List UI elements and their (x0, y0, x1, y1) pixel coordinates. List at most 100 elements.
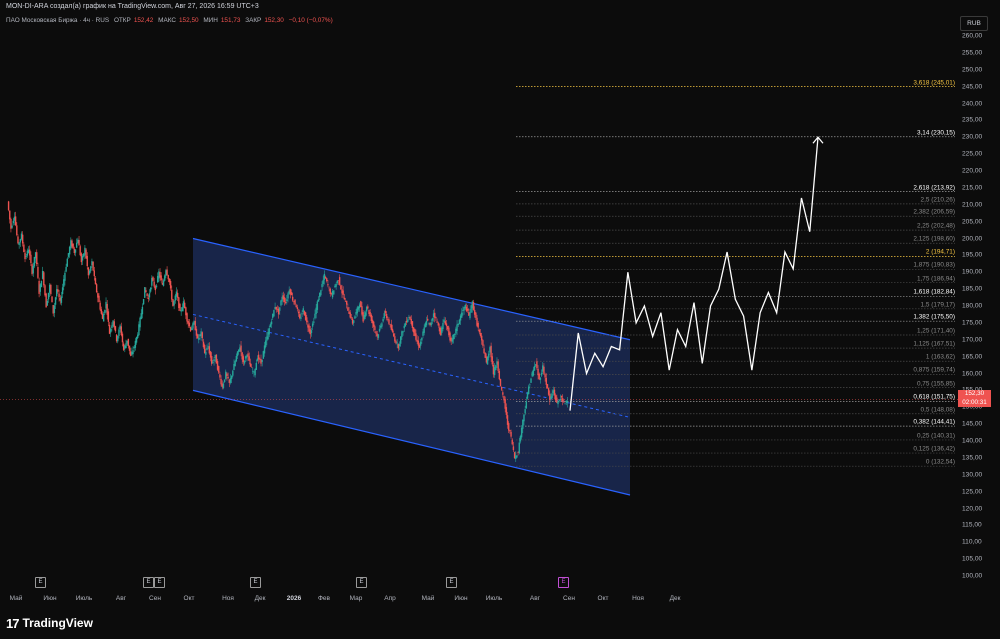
price-tick: 225,00 (962, 150, 983, 158)
earnings-marker-icon[interactable]: E (356, 577, 367, 588)
candle-body (66, 258, 68, 267)
candle-body (194, 320, 196, 331)
candle-body (185, 307, 187, 316)
candle-body (456, 324, 458, 331)
candle-body (402, 331, 404, 333)
symbol-legend[interactable]: ПАО Московская Биржа · 4ч · RUS ОТКР 152,… (6, 17, 336, 24)
candle-body (472, 302, 475, 310)
candle-body (550, 396, 552, 399)
fib-label: 1,618 (182,84) (913, 288, 955, 296)
candle-body (489, 347, 491, 353)
candle-body (294, 299, 296, 305)
candle-body (527, 386, 530, 395)
candle-body (353, 320, 355, 323)
candle-body (138, 324, 140, 336)
candle-body (418, 344, 421, 348)
candle-body (554, 395, 557, 401)
candle-body (488, 353, 490, 358)
candle-body (389, 324, 391, 325)
earnings-marker-icon[interactable]: E (35, 577, 46, 588)
candle-body (230, 375, 233, 380)
fib-label: 0,25 (140,31) (916, 432, 955, 440)
time-tick: Сен (149, 595, 161, 602)
time-tick: 2026 (286, 595, 302, 602)
candle-body (411, 321, 414, 329)
candle-body (396, 342, 398, 344)
earnings-marker-icon[interactable]: E (558, 577, 569, 588)
time-tick: Окт (183, 595, 195, 602)
earnings-marker-icon[interactable]: E (154, 577, 165, 588)
symbol-name[interactable]: ПАО Московская Биржа · 4ч · RUS (6, 17, 110, 24)
forecast-arrowhead-icon (812, 136, 824, 144)
time-tick: Июн (43, 595, 57, 602)
candle-body (283, 297, 286, 302)
candle-body (322, 279, 324, 285)
candle-body (173, 300, 175, 306)
candle-body (148, 293, 151, 298)
candle-body (497, 361, 499, 371)
candle-body (498, 370, 501, 380)
candle-body (208, 346, 211, 354)
earnings-marker-icon[interactable]: E (446, 577, 457, 588)
price-tick: 230,00 (962, 133, 983, 141)
candle-body (436, 321, 438, 323)
candle-body (358, 304, 361, 308)
candle-body (212, 362, 214, 363)
candle-body (119, 325, 121, 330)
candle-body (234, 360, 236, 366)
candle-body (200, 331, 202, 337)
candle-body (380, 325, 382, 328)
fib-label: 0,5 (148,08) (920, 406, 955, 414)
candle-body (435, 317, 437, 319)
candle-body (422, 331, 424, 336)
earnings-marker-icon[interactable]: E (250, 577, 261, 588)
candle-body (538, 373, 540, 380)
candle-body (26, 250, 29, 256)
candle-body (237, 349, 240, 352)
candle-body (565, 400, 567, 403)
fib-label: 0 (132,54) (925, 458, 955, 466)
candle-body (284, 301, 287, 304)
candle-body (537, 368, 539, 376)
candle-body (314, 313, 316, 319)
candle-body (235, 355, 238, 362)
candle-body (165, 270, 167, 276)
candle-body (264, 340, 267, 348)
tradingview-logo-icon: 17 (6, 615, 20, 631)
candle-body (417, 340, 420, 346)
candle-body (13, 216, 16, 221)
candle-body (405, 320, 408, 323)
candle-body (357, 306, 360, 310)
candle-body (274, 307, 276, 310)
candle-body (509, 430, 511, 432)
candle-body (299, 314, 301, 319)
candle-body (414, 328, 416, 336)
candle-body (39, 284, 41, 292)
fib-label: 1,125 (167,51) (913, 340, 955, 348)
footer-branding[interactable]: 17 TradingView (6, 613, 93, 633)
candle-body (215, 354, 218, 364)
candle-body (356, 307, 358, 314)
candle-body (470, 305, 472, 313)
price-tick: 235,00 (962, 116, 983, 124)
candle-body (72, 243, 74, 249)
candle-body (304, 312, 307, 320)
candle-body (505, 407, 508, 415)
candle-body (415, 333, 417, 340)
candle-body (430, 322, 432, 326)
candle-body (139, 317, 141, 328)
fib-label: 0,875 (159,74) (913, 366, 955, 374)
fib-label: 0,382 (144,41) (913, 418, 955, 426)
candle-body (272, 313, 274, 318)
candle-body (218, 366, 220, 373)
price-axis[interactable]: 260,00 255,00 250,00 245,00 240,00 235,00 230,… (958, 0, 1000, 600)
earnings-marker-icon[interactable]: E (143, 577, 154, 588)
candle-body (387, 318, 389, 320)
currency-button[interactable]: RUB (960, 16, 988, 31)
candle-body (287, 293, 289, 299)
candle-body (267, 332, 269, 340)
fib-label: 0,125 (136,42) (913, 445, 955, 453)
candle-body (132, 350, 134, 355)
candle-body (385, 313, 388, 319)
